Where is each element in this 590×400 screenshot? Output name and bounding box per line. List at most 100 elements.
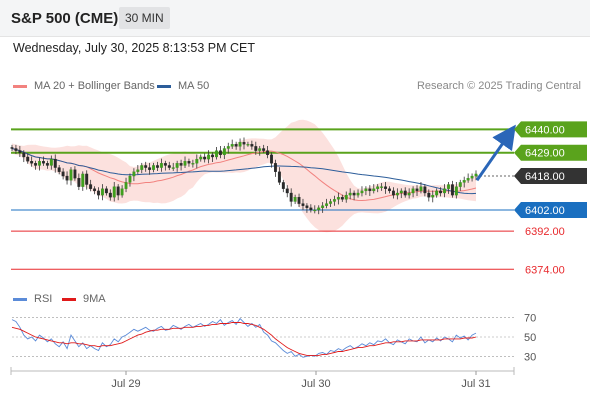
rsi-tick-label: 30 bbox=[524, 351, 536, 363]
candle-body bbox=[285, 188, 289, 194]
timeframe-badge[interactable]: 30 MIN bbox=[119, 7, 170, 29]
candle-body bbox=[344, 194, 348, 200]
level-tag-resistance bbox=[514, 144, 587, 161]
candle-body bbox=[159, 163, 163, 168]
candle-body bbox=[30, 161, 34, 164]
candle-body bbox=[368, 188, 372, 192]
candle-body bbox=[167, 165, 171, 168]
level-tag-last bbox=[514, 168, 587, 185]
time-tick-label: Jul 30 bbox=[301, 378, 330, 390]
candle-body bbox=[179, 163, 183, 166]
candle-body bbox=[431, 194, 435, 198]
bollinger-band bbox=[12, 119, 476, 233]
ma50-swatch bbox=[157, 84, 171, 88]
candle-body bbox=[69, 169, 73, 181]
candle-body bbox=[218, 150, 222, 156]
legend-bollinger: MA 20 + Bollinger Bands bbox=[13, 80, 155, 92]
candle-body bbox=[187, 161, 191, 164]
candle-body bbox=[262, 148, 266, 151]
instrument-title: S&P 500 (CME) bbox=[11, 10, 119, 27]
candle-body bbox=[246, 144, 250, 146]
candle-body bbox=[474, 173, 478, 177]
candle-body bbox=[53, 158, 57, 168]
candle-body bbox=[364, 188, 368, 192]
candle-body bbox=[140, 165, 144, 170]
candle-body bbox=[321, 205, 325, 208]
candle-body bbox=[466, 178, 470, 181]
candle-body bbox=[352, 192, 356, 196]
candle-body bbox=[230, 144, 234, 147]
candle-body bbox=[407, 192, 411, 196]
candle-body bbox=[274, 163, 277, 172]
candle-body bbox=[419, 186, 423, 192]
candle-body bbox=[250, 144, 254, 147]
candle-body bbox=[183, 161, 187, 166]
candle-body bbox=[439, 190, 443, 194]
level-label-resistance: 6440.00 bbox=[525, 124, 565, 136]
legend-9ma: 9MA bbox=[62, 293, 106, 305]
candle-body bbox=[336, 197, 340, 200]
rsi-swatch bbox=[13, 297, 27, 301]
candle-body bbox=[238, 141, 242, 147]
candle-body bbox=[156, 165, 159, 168]
legend-bollinger-label: MA 20 + Bollinger Bands bbox=[34, 80, 155, 92]
research-credit: Research © 2025 Trading Central bbox=[416, 80, 581, 92]
legend-rsi: RSI bbox=[13, 293, 52, 305]
candle-body bbox=[270, 154, 273, 164]
candle-body bbox=[120, 188, 124, 196]
candle-body bbox=[207, 154, 211, 160]
candle-body bbox=[384, 186, 388, 189]
candle-body bbox=[391, 190, 395, 196]
candle-body bbox=[454, 186, 458, 196]
candle-body bbox=[356, 192, 360, 196]
legend-rsi-label: RSI bbox=[34, 293, 53, 305]
candle-body bbox=[388, 188, 391, 192]
candle-body bbox=[309, 207, 313, 211]
candle-body bbox=[403, 190, 407, 196]
level-label-last: 6418.00 bbox=[525, 171, 565, 183]
candle-body bbox=[57, 167, 61, 172]
legend-9ma-label: 9MA bbox=[83, 293, 106, 305]
candle-body bbox=[411, 188, 415, 194]
level-label-support: 6392.00 bbox=[525, 226, 565, 238]
level-tag-resistance bbox=[514, 121, 587, 138]
candle-body bbox=[215, 150, 218, 158]
ma50-line bbox=[11, 148, 477, 195]
candle-body bbox=[148, 167, 152, 170]
candle-body bbox=[104, 188, 108, 194]
candle-body bbox=[171, 167, 175, 169]
candle-body bbox=[376, 186, 380, 189]
candle-body bbox=[254, 146, 258, 151]
candle-body bbox=[277, 171, 281, 183]
candle-body bbox=[195, 158, 199, 164]
candle-body bbox=[116, 186, 120, 196]
candle-body bbox=[132, 171, 136, 177]
candle-body bbox=[332, 199, 336, 202]
candle-body bbox=[38, 161, 41, 166]
ma9-swatch bbox=[62, 297, 76, 301]
candle-body bbox=[34, 163, 38, 166]
candle-body bbox=[329, 201, 332, 204]
candle-body bbox=[108, 192, 112, 198]
candle-body bbox=[305, 205, 309, 208]
legend-ma50-label: MA 50 bbox=[178, 80, 210, 92]
candle-body bbox=[124, 182, 128, 189]
candle-body bbox=[81, 173, 85, 187]
candle-body bbox=[372, 188, 376, 192]
candle-body bbox=[65, 175, 69, 181]
rsi-9ma-line bbox=[11, 322, 477, 356]
candle-body bbox=[423, 186, 427, 194]
candle-body bbox=[313, 209, 317, 212]
candle-body bbox=[128, 175, 132, 183]
candle-body bbox=[340, 197, 344, 200]
candle-body bbox=[199, 156, 203, 160]
rsi-tick-label: 70 bbox=[524, 313, 536, 325]
candle-body bbox=[61, 171, 65, 177]
candle-body bbox=[234, 144, 238, 147]
candle-body bbox=[93, 188, 97, 192]
candle-body bbox=[211, 154, 214, 158]
candle-body bbox=[97, 190, 100, 196]
candle-body bbox=[77, 178, 81, 187]
level-label-support: 6374.00 bbox=[525, 264, 565, 276]
